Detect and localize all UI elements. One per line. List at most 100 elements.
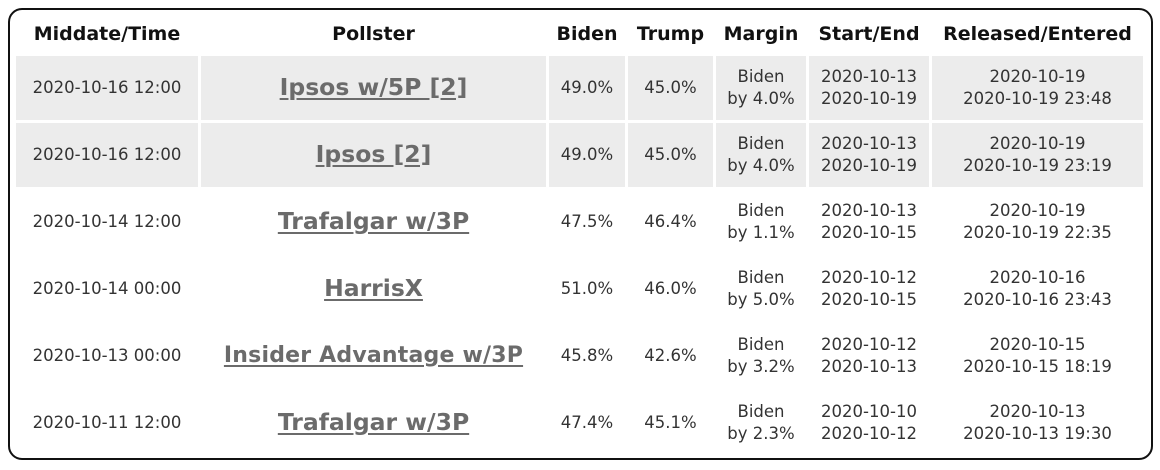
pollster-cell: Ipsos w/5P [2] [201,56,546,120]
middate-cell: 2020-10-14 12:00 [32,212,182,231]
margin-amount: by 5.0% [727,290,795,309]
margin-amount: by 4.0% [727,89,795,108]
poll-table-frame: Middate/Time Pollster Biden Trump Margin… [8,8,1153,460]
biden-cell: 49.0% [549,123,625,187]
margin-leader: Biden [737,67,785,86]
margin-cell: Biden by 1.1% [716,190,806,254]
released-date: 2020-10-19 [989,134,1086,153]
table-row: 2020-10-14 12:00 Trafalgar w/3P 47.5% 46… [16,190,1143,254]
entered-datetime: 2020-10-16 23:43 [963,290,1112,309]
start-end-cell: 2020-10-12 2020-10-15 [809,257,929,321]
start-end-cell: 2020-10-12 2020-10-13 [809,324,929,388]
released-entered-cell: 2020-10-15 2020-10-15 18:19 [932,324,1143,388]
pollster-cell: Insider Advantage w/3P [201,324,546,388]
biden-cell: 47.5% [560,212,614,231]
trump-cell: 45.0% [628,56,713,120]
middate-cell: 2020-10-16 12:00 [16,123,198,187]
released-date: 2020-10-13 [989,402,1086,421]
middate-cell: 2020-10-13 00:00 [32,346,182,365]
poll-table-body: 2020-10-16 12:00 Ipsos w/5P [2] 49.0% 45… [16,56,1143,455]
margin-leader: Biden [737,134,785,153]
released-entered-cell: 2020-10-19 2020-10-19 23:19 [932,123,1143,187]
pollster-link[interactable]: HarrisX [324,273,423,302]
header-middate[interactable]: Middate/Time [33,23,181,45]
margin-leader: Biden [737,201,785,220]
entered-datetime: 2020-10-19 23:19 [963,156,1112,175]
margin-leader: Biden [737,268,785,287]
trump-cell: 45.0% [628,123,713,187]
margin-cell: Biden by 2.3% [716,391,806,455]
margin-cell: Biden by 4.0% [716,56,806,120]
middate-cell: 2020-10-11 12:00 [32,413,182,432]
pollster-link[interactable]: Trafalgar w/3P [277,206,470,235]
middate-cell: 2020-10-16 12:00 [16,56,198,120]
end-date: 2020-10-19 [821,89,917,108]
released-entered-cell: 2020-10-16 2020-10-16 23:43 [932,257,1143,321]
released-date: 2020-10-15 [989,335,1086,354]
header-margin[interactable]: Margin [723,23,799,45]
table-row: 2020-10-16 12:00 Ipsos w/5P [2] 49.0% 45… [16,56,1143,120]
end-date: 2020-10-15 [821,290,917,309]
pollster-link[interactable]: Ipsos [2] [315,139,432,168]
header-released-entered[interactable]: Released/Entered [943,23,1132,45]
poll-table: Middate/Time Pollster Biden Trump Margin… [13,12,1146,458]
start-end-cell: 2020-10-13 2020-10-19 [809,123,929,187]
table-row: 2020-10-16 12:00 Ipsos [2] 49.0% 45.0% B… [16,123,1143,187]
released-date: 2020-10-16 [989,268,1086,287]
pollster-cell: HarrisX [201,257,546,321]
trump-cell: 46.4% [644,212,697,231]
trump-cell: 46.0% [644,279,697,298]
margin-cell: Biden by 5.0% [716,257,806,321]
margin-amount: by 4.0% [727,156,795,175]
trump-cell: 45.1% [644,413,697,432]
header-trump[interactable]: Trump [636,23,705,45]
biden-cell: 49.0% [549,56,625,120]
biden-cell: 47.4% [560,413,614,432]
table-row: 2020-10-14 00:00 HarrisX 51.0% 46.0% Bid… [16,257,1143,321]
header-pollster[interactable]: Pollster [332,23,415,45]
margin-leader: Biden [737,402,785,421]
pollster-cell: Trafalgar w/3P [201,391,546,455]
middate-cell: 2020-10-14 00:00 [32,279,182,298]
margin-cell: Biden by 3.2% [716,324,806,388]
end-date: 2020-10-15 [821,223,917,242]
released-entered-cell: 2020-10-13 2020-10-13 19:30 [932,391,1143,455]
end-date: 2020-10-19 [821,156,917,175]
margin-amount: by 2.3% [727,424,795,443]
start-end-cell: 2020-10-13 2020-10-19 [809,56,929,120]
pollster-link[interactable]: Trafalgar w/3P [277,407,470,436]
header-biden[interactable]: Biden [556,23,618,45]
trump-cell: 42.6% [644,346,697,365]
released-date: 2020-10-19 [989,67,1086,86]
start-date: 2020-10-13 [821,201,917,220]
margin-amount: by 1.1% [727,223,795,242]
start-end-cell: 2020-10-10 2020-10-12 [809,391,929,455]
header-row: Middate/Time Pollster Biden Trump Margin… [16,15,1143,53]
pollster-link[interactable]: Insider Advantage w/3P [223,342,524,368]
end-date: 2020-10-12 [821,424,917,443]
margin-cell: Biden by 4.0% [716,123,806,187]
header-start-end[interactable]: Start/End [818,23,920,45]
pollster-cell: Ipsos [2] [201,123,546,187]
pollster-cell: Trafalgar w/3P [201,190,546,254]
released-date: 2020-10-19 [989,201,1086,220]
pollster-link[interactable]: Ipsos w/5P [2] [279,72,468,101]
start-date: 2020-10-12 [821,268,917,287]
entered-datetime: 2020-10-19 22:35 [963,223,1112,242]
margin-leader: Biden [737,335,785,354]
start-date: 2020-10-10 [821,402,917,421]
start-date: 2020-10-12 [821,335,917,354]
entered-datetime: 2020-10-19 23:48 [963,89,1112,108]
table-row: 2020-10-11 12:00 Trafalgar w/3P 47.4% 45… [16,391,1143,455]
entered-datetime: 2020-10-13 19:30 [963,424,1112,443]
table-row: 2020-10-13 00:00 Insider Advantage w/3P … [16,324,1143,388]
released-entered-cell: 2020-10-19 2020-10-19 23:48 [932,56,1143,120]
entered-datetime: 2020-10-15 18:19 [963,357,1112,376]
start-date: 2020-10-13 [821,67,917,86]
biden-cell: 51.0% [560,279,614,298]
end-date: 2020-10-13 [821,357,917,376]
start-end-cell: 2020-10-13 2020-10-15 [809,190,929,254]
biden-cell: 45.8% [560,346,614,365]
start-date: 2020-10-13 [821,134,917,153]
released-entered-cell: 2020-10-19 2020-10-19 22:35 [932,190,1143,254]
